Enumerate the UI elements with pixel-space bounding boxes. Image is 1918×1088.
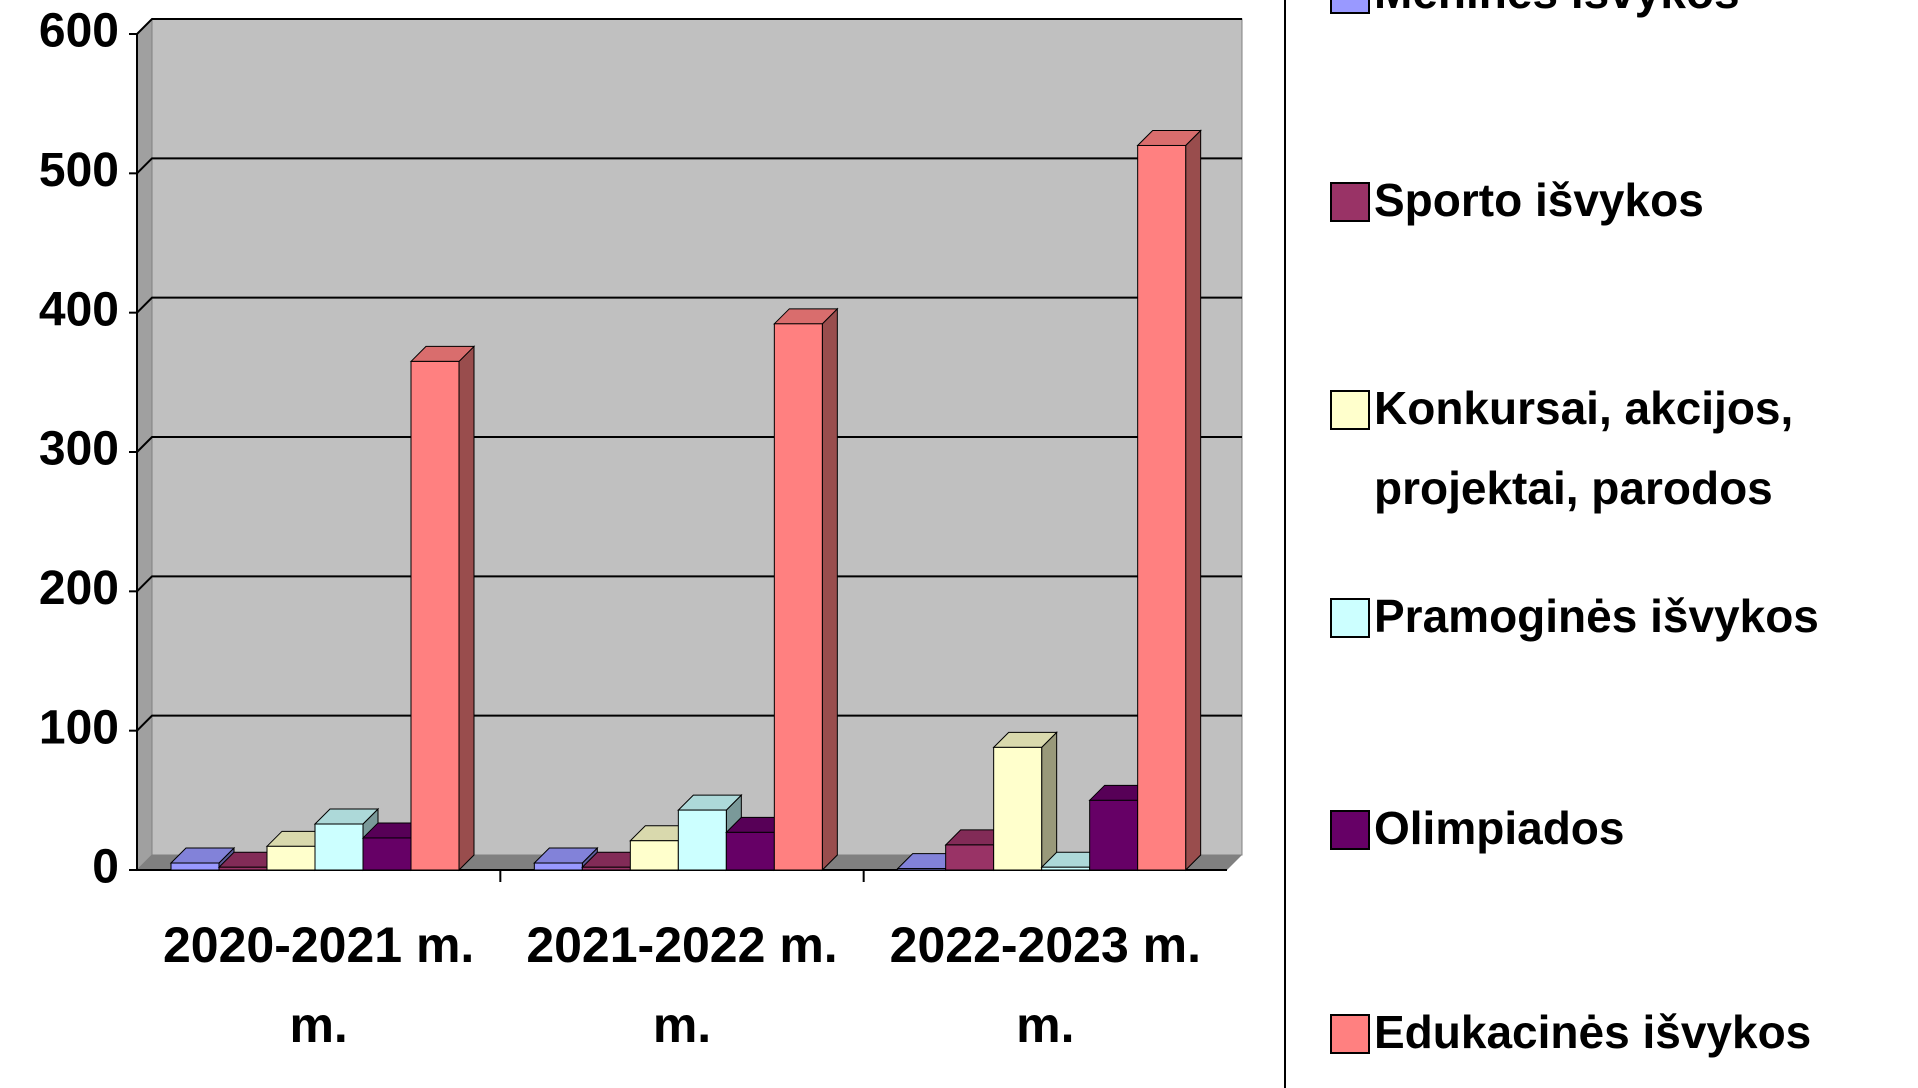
- grid-line: [136, 575, 1242, 593]
- bar: [170, 862, 220, 871]
- legend-item: Konkursai, akcijos, projektai, parodos: [1308, 368, 1894, 528]
- grid-line: [136, 436, 1242, 453]
- grid-line: [136, 18, 1242, 35]
- legend-swatch: [1330, 1014, 1370, 1054]
- legend-item: Sporto išvykos: [1308, 160, 1894, 240]
- y-tick-label: 600: [39, 5, 119, 58]
- grid-line: [136, 157, 1242, 175]
- legend-item: Meninės išvykos: [1308, 0, 1894, 32]
- bar: [266, 845, 316, 871]
- bar: [362, 837, 412, 871]
- legend-item: Pramoginės išvykos: [1308, 576, 1894, 656]
- bar: [1089, 799, 1139, 871]
- y-tick-label: 0: [92, 841, 119, 894]
- x-tick-label: 2021-2022 m. m.: [526, 917, 838, 1053]
- bar-side: [1185, 129, 1202, 872]
- bar: [410, 360, 460, 871]
- bar-side: [821, 307, 838, 872]
- legend-label: Pramoginės išvykos: [1374, 590, 1819, 642]
- y-tick-label: 500: [39, 144, 119, 197]
- legend-item: Edukacinės išvykos: [1308, 992, 1894, 1072]
- bar: [1137, 144, 1187, 871]
- bar-side: [1041, 731, 1058, 872]
- legend-swatch: [1330, 0, 1370, 14]
- y-tick-label: 100: [39, 701, 119, 754]
- y-tick-label: 300: [39, 423, 119, 476]
- bar: [314, 823, 364, 871]
- bar: [993, 746, 1043, 871]
- legend-label: Sporto išvykos: [1374, 174, 1704, 226]
- legend-item: Olimpiados: [1308, 788, 1894, 868]
- legend-label: Edukacinės išvykos: [1374, 1006, 1812, 1058]
- y-tick-label: 400: [39, 283, 119, 336]
- legend-swatch: [1330, 598, 1370, 638]
- bar: [629, 840, 679, 871]
- legend-label: Konkursai, akcijos, projektai, parodos: [1374, 382, 1794, 514]
- bar: [218, 866, 268, 871]
- legend-swatch: [1330, 182, 1370, 222]
- bar: [1041, 866, 1091, 871]
- y-tick-label: 200: [39, 562, 119, 615]
- grid-line: [136, 714, 1242, 732]
- legend-label: Meninės išvykos: [1374, 0, 1894, 32]
- bar: [581, 866, 631, 871]
- legend: Meninės išvykos Sporto išvykos Konkursai, …: [1284, 0, 1918, 1088]
- bar-side: [458, 345, 475, 872]
- legend-swatch: [1330, 810, 1370, 850]
- bar: [677, 809, 727, 871]
- bar: [725, 831, 775, 871]
- x-tick-label: 2020-2021 m. m.: [162, 917, 475, 1053]
- bar: [897, 868, 947, 871]
- legend-swatch: [1330, 390, 1370, 430]
- grid-line: [136, 296, 1242, 314]
- legend-label: Olimpiados: [1374, 802, 1625, 854]
- bar: [533, 862, 583, 871]
- bar: [945, 844, 995, 871]
- bar: [773, 323, 823, 871]
- x-tick-label: 2022-2023 m. m.: [889, 917, 1201, 1053]
